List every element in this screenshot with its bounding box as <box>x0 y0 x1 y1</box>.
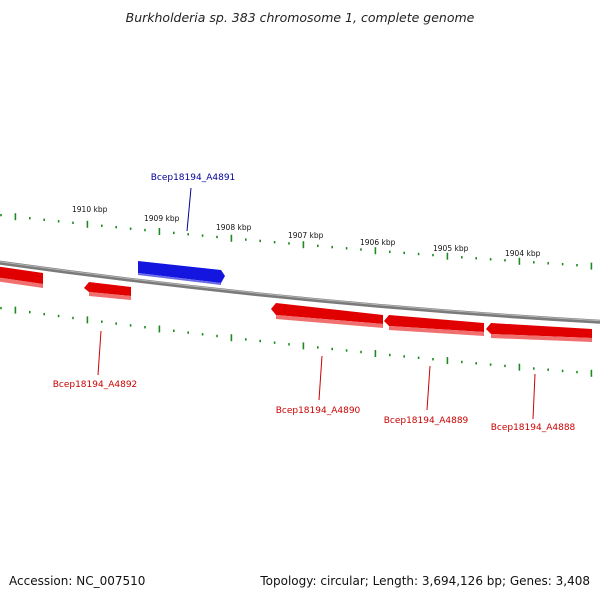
accession-text: Accession: NC_007510 <box>9 574 145 588</box>
leader-line <box>318 355 323 401</box>
scale-ticks-upper <box>0 213 593 270</box>
gene-label[interactable]: Bcep18194_A4891 <box>151 173 236 183</box>
scale-label: 1905 kbp <box>433 244 469 253</box>
gene-label[interactable]: Bcep18194_A4888 <box>491 423 576 433</box>
gene-Bcep18194_A4891[interactable] <box>138 261 225 285</box>
gene-partial-left[interactable] <box>0 266 43 288</box>
gene-Bcep18194_A4889[interactable] <box>384 315 484 336</box>
scale-ticks-lower <box>0 306 593 377</box>
genome-summary-text: Topology: circular; Length: 3,694,126 bp… <box>259 574 590 588</box>
leader-line <box>186 187 192 232</box>
gene-label[interactable]: Bcep18194_A4890 <box>276 406 361 416</box>
scale-label: 1907 kbp <box>288 231 324 240</box>
leader-line <box>426 365 431 411</box>
gene-Bcep18194_A4890[interactable] <box>271 303 383 328</box>
chromosome-backbone-highlight <box>0 261 600 322</box>
scale-label: 1910 kbp <box>72 205 108 214</box>
map-title: Burkholderia sp. 383 chromosome 1, compl… <box>126 10 475 25</box>
scale-label: 1906 kbp <box>360 238 396 247</box>
chromosome-backbone <box>0 260 600 324</box>
gene-label[interactable]: Bcep18194_A4889 <box>384 416 469 426</box>
gene-Bcep18194_A4888[interactable] <box>486 323 592 342</box>
gene-Bcep18194_A4892[interactable] <box>84 282 131 300</box>
scale-label: 1909 kbp <box>144 214 180 223</box>
scale-label: 1904 kbp <box>505 249 541 258</box>
scale-label: 1908 kbp <box>216 223 252 232</box>
leader-line <box>97 330 102 376</box>
gene-label[interactable]: Bcep18194_A4892 <box>53 380 138 390</box>
leader-line <box>532 373 536 420</box>
scale-labels: 1910 kbp 1909 kbp 1908 kbp 1907 kbp 1906… <box>72 205 541 258</box>
